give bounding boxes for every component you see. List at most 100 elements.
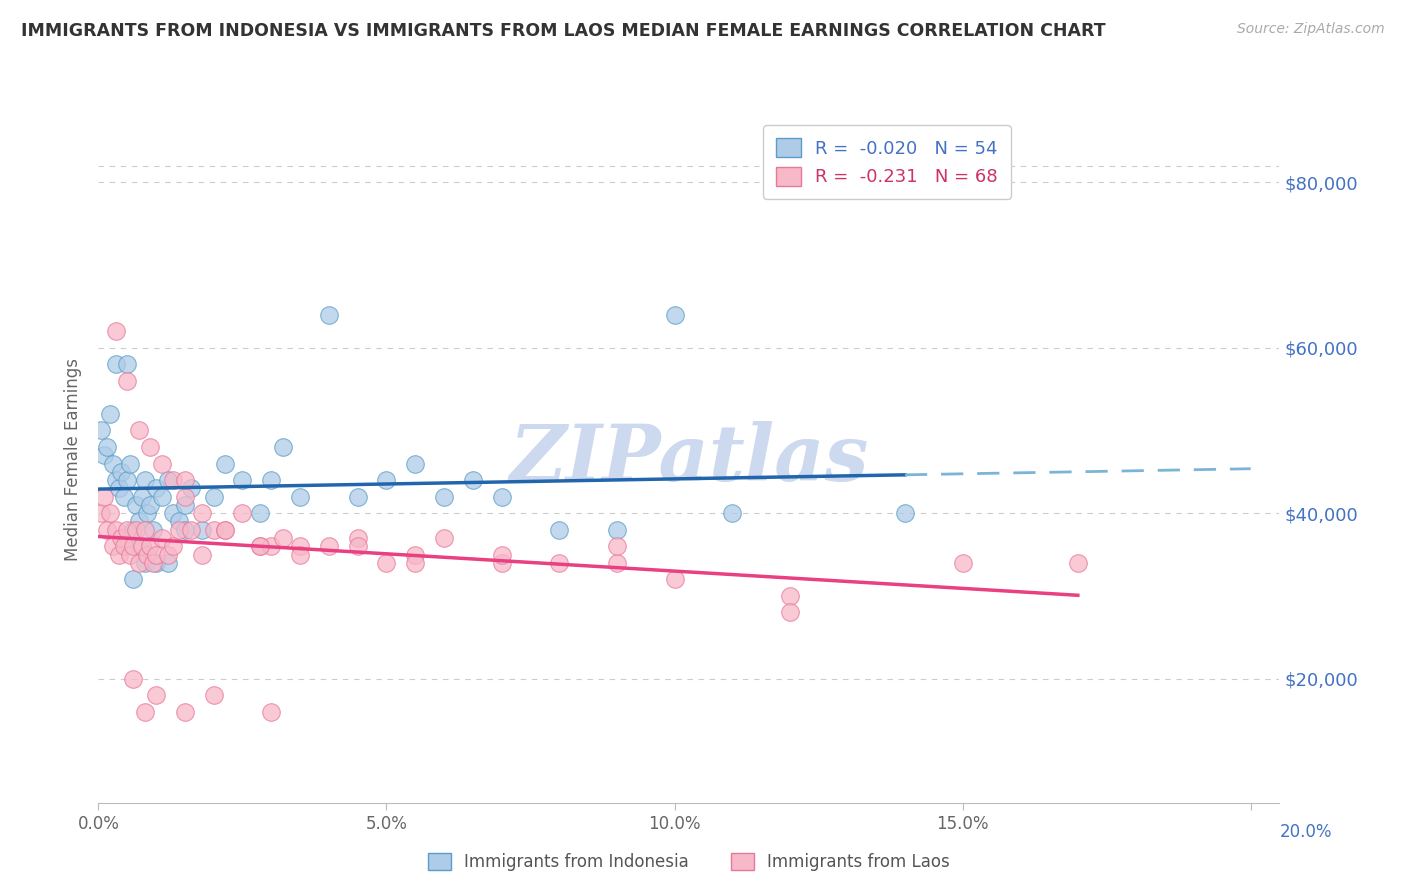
Point (548, 556, 571, 570)
Point (122, 523, 145, 537)
Point (150, 490, 173, 504)
Point (346, 539, 368, 553)
Point (180, 481, 202, 495)
Point (173, 498, 195, 512)
Point (96, 440, 118, 454)
Point (1067, 556, 1090, 570)
Point (404, 548, 426, 562)
Point (288, 490, 311, 504)
Point (271, 531, 294, 545)
Point (779, 606, 801, 620)
Point (122, 672, 145, 686)
Point (115, 473, 138, 487)
Point (548, 523, 571, 537)
Point (156, 548, 179, 562)
Point (231, 473, 253, 487)
Point (110, 465, 132, 479)
Point (131, 539, 153, 553)
Point (606, 539, 628, 553)
Point (214, 523, 236, 537)
Point (98, 506, 121, 520)
Point (134, 473, 156, 487)
Point (128, 539, 150, 553)
Point (112, 490, 135, 504)
Point (101, 539, 124, 553)
Point (260, 539, 283, 553)
Legend: R =  -0.020   N = 54, R =  -0.231   N = 68: R = -0.020 N = 54, R = -0.231 N = 68 (763, 125, 1011, 199)
Point (191, 548, 214, 562)
Point (433, 531, 456, 545)
Point (142, 523, 165, 537)
Point (779, 589, 801, 603)
Point (404, 556, 426, 570)
Point (162, 539, 184, 553)
Point (433, 490, 456, 504)
Point (318, 539, 340, 553)
Point (134, 523, 156, 537)
Point (162, 506, 184, 520)
Point (721, 506, 744, 520)
Point (173, 705, 195, 719)
Y-axis label: Median Female Earnings: Median Female Earnings (65, 358, 83, 561)
Point (115, 357, 138, 371)
Point (375, 556, 398, 570)
Point (145, 481, 167, 495)
Point (491, 548, 513, 562)
Point (180, 523, 202, 537)
Point (107, 548, 129, 562)
Point (90, 506, 112, 520)
Point (167, 515, 190, 529)
Point (145, 548, 167, 562)
Point (156, 473, 179, 487)
Point (249, 506, 271, 520)
Point (173, 523, 195, 537)
Point (104, 473, 127, 487)
Point (404, 457, 426, 471)
Point (606, 523, 628, 537)
Point (214, 523, 236, 537)
Point (249, 539, 271, 553)
Point (260, 473, 283, 487)
Point (288, 539, 311, 553)
Point (191, 523, 214, 537)
Point (145, 688, 167, 702)
Point (894, 506, 917, 520)
Text: ZIPatlas: ZIPatlas (509, 421, 869, 498)
Point (96, 523, 118, 537)
Point (461, 473, 484, 487)
Point (173, 473, 195, 487)
Point (346, 531, 368, 545)
Point (231, 506, 253, 520)
Point (664, 308, 686, 322)
Point (104, 523, 127, 537)
Point (104, 324, 127, 338)
Point (167, 523, 190, 537)
Point (128, 515, 150, 529)
Point (162, 473, 184, 487)
Point (150, 457, 173, 471)
Point (952, 556, 974, 570)
Point (142, 556, 165, 570)
Point (664, 573, 686, 587)
Point (260, 705, 283, 719)
Text: Source: ZipAtlas.com: Source: ZipAtlas.com (1237, 22, 1385, 37)
Point (139, 539, 162, 553)
Point (131, 490, 153, 504)
Point (202, 490, 225, 504)
Point (107, 481, 129, 495)
Point (93, 448, 115, 462)
Point (101, 457, 124, 471)
Point (115, 523, 138, 537)
Point (173, 490, 195, 504)
Point (136, 506, 159, 520)
Point (491, 556, 513, 570)
Point (191, 506, 214, 520)
Point (606, 556, 628, 570)
Point (122, 573, 145, 587)
Point (271, 440, 294, 454)
Point (98, 407, 121, 421)
Point (288, 548, 311, 562)
Point (128, 556, 150, 570)
Point (128, 424, 150, 438)
Point (491, 490, 513, 504)
